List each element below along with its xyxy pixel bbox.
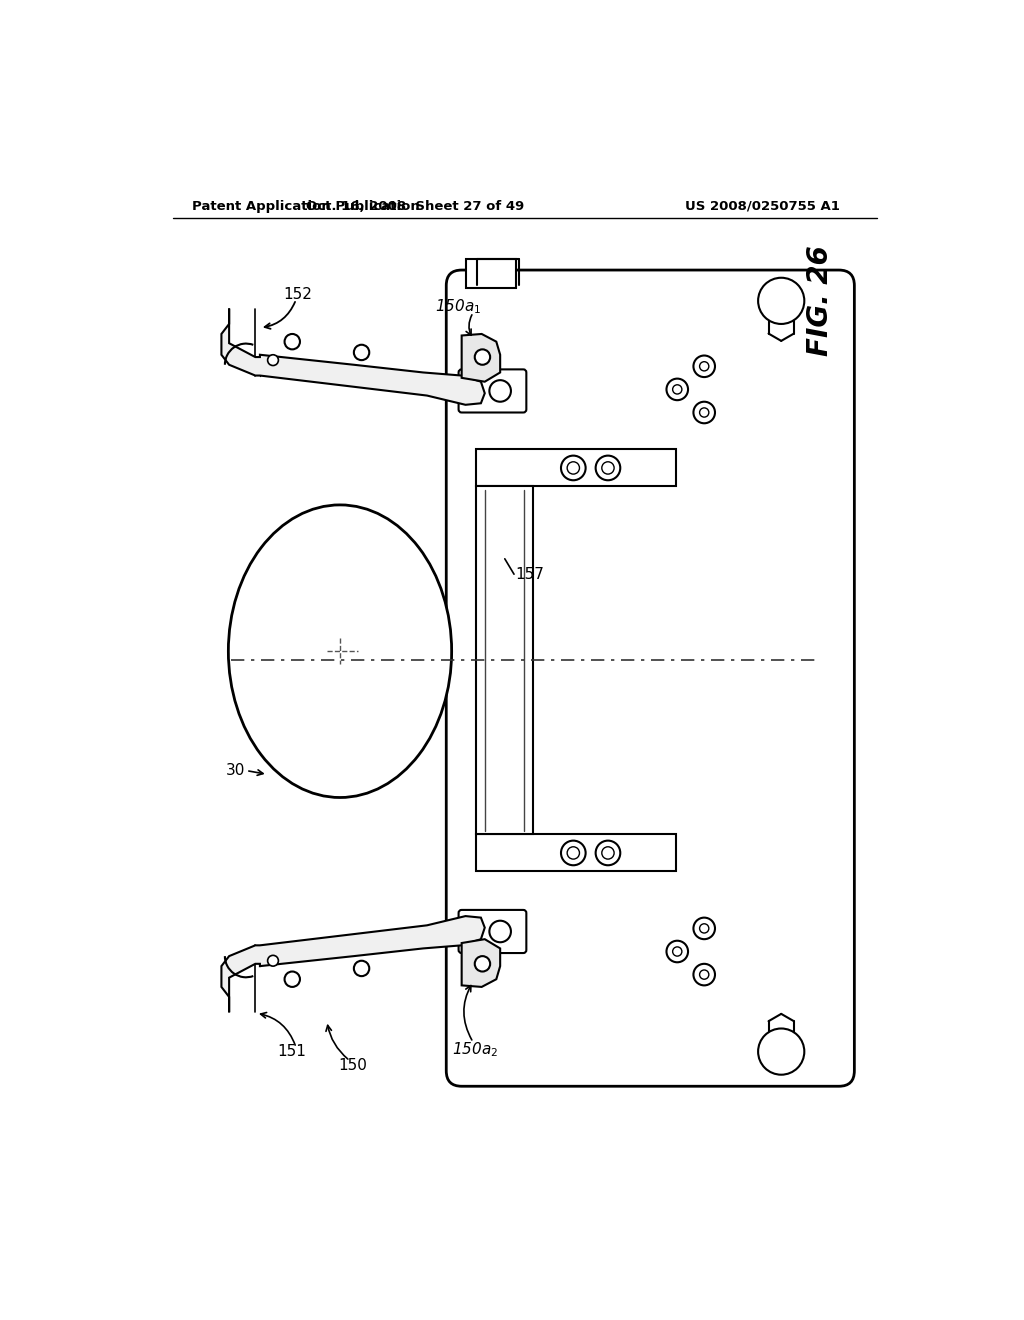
Circle shape [758,277,804,323]
Circle shape [267,355,279,366]
Circle shape [602,462,614,474]
Circle shape [667,379,688,400]
Text: 150$a_1$: 150$a_1$ [435,297,481,315]
Text: 150: 150 [339,1057,368,1073]
Circle shape [693,917,715,940]
Circle shape [354,345,370,360]
Circle shape [699,970,709,979]
Text: 30: 30 [226,763,246,777]
FancyBboxPatch shape [459,909,526,953]
Text: 157: 157 [515,566,545,582]
Bar [475,486,534,834]
Circle shape [699,924,709,933]
Bar [475,834,676,871]
Text: 151: 151 [276,1044,306,1059]
Circle shape [667,941,688,962]
Ellipse shape [228,506,452,797]
Circle shape [475,350,490,364]
Circle shape [693,964,715,985]
Circle shape [285,334,300,350]
Circle shape [693,401,715,424]
Polygon shape [221,916,484,1012]
Polygon shape [462,940,500,987]
Circle shape [561,841,586,866]
Bar [466,259,515,288]
Circle shape [567,847,580,859]
Text: FIG. 26: FIG. 26 [806,246,834,356]
Text: Patent Application Publication: Patent Application Publication [193,199,420,213]
Circle shape [596,841,621,866]
Circle shape [673,385,682,395]
Text: Oct. 16, 2008  Sheet 27 of 49: Oct. 16, 2008 Sheet 27 of 49 [306,199,524,213]
Polygon shape [221,309,484,405]
Circle shape [758,1028,804,1074]
Circle shape [285,972,300,987]
Circle shape [699,408,709,417]
Circle shape [489,380,511,401]
Circle shape [567,462,580,474]
Circle shape [489,921,511,942]
FancyBboxPatch shape [446,271,854,1086]
Circle shape [475,956,490,972]
Circle shape [699,362,709,371]
Circle shape [596,455,621,480]
Circle shape [602,847,614,859]
Circle shape [267,956,279,966]
Circle shape [561,455,586,480]
Text: US 2008/0250755 A1: US 2008/0250755 A1 [684,199,840,213]
Text: 152: 152 [283,288,312,302]
Polygon shape [462,334,500,381]
Circle shape [693,355,715,378]
Circle shape [354,961,370,975]
Circle shape [673,946,682,956]
FancyBboxPatch shape [459,370,526,412]
Bar [475,449,676,487]
Text: 150$a_2$: 150$a_2$ [453,1040,499,1060]
